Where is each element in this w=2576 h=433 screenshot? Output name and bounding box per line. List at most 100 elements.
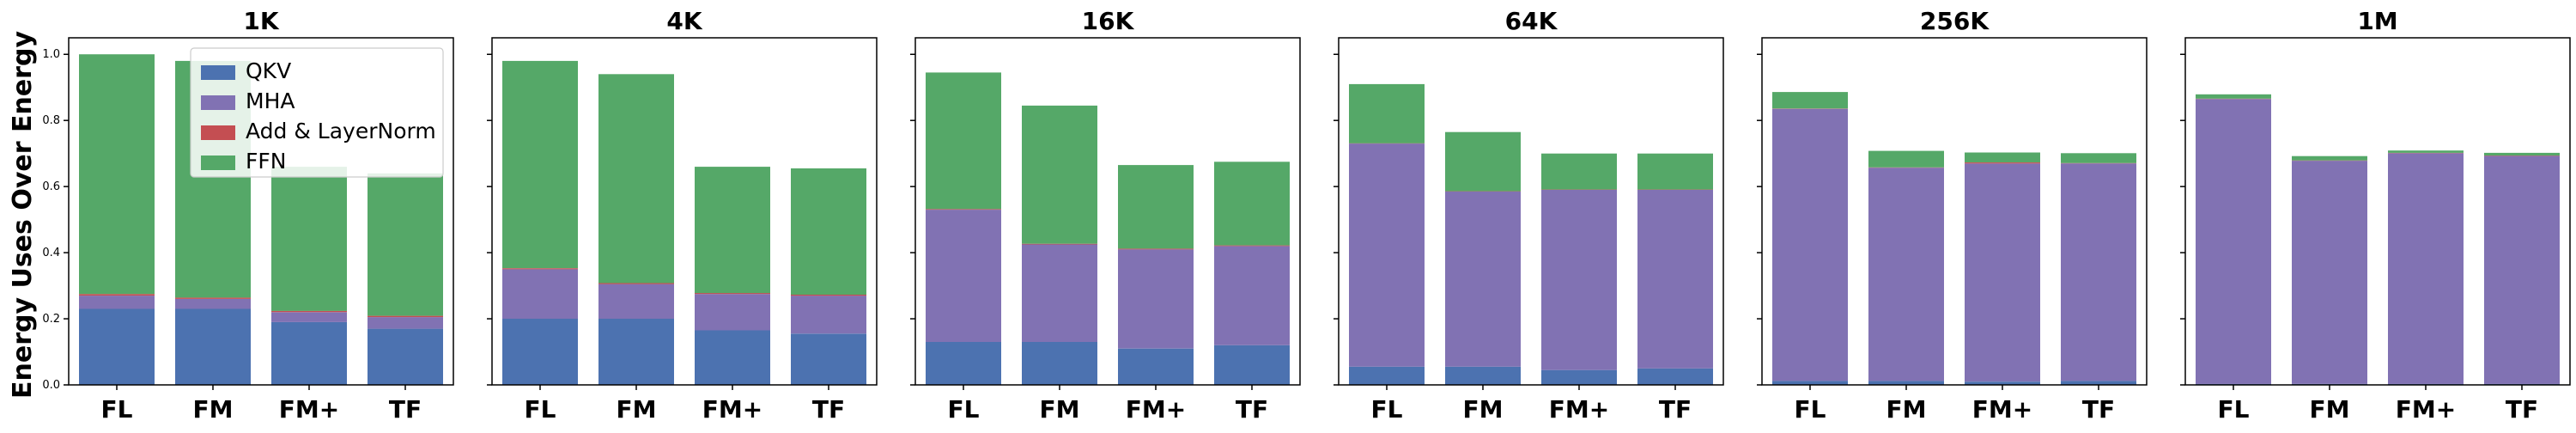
y-tick-label: 0.8 bbox=[42, 114, 60, 127]
x-tick-label: TF bbox=[812, 395, 845, 424]
y-tick-label: 0.2 bbox=[42, 313, 60, 326]
legend-swatch bbox=[201, 156, 235, 170]
x-tick-label: TF bbox=[1659, 395, 1692, 424]
bar-segment bbox=[1022, 245, 1097, 343]
y-tick-label: 1.0 bbox=[42, 48, 60, 61]
bar-segment bbox=[368, 316, 443, 318]
bar-segment bbox=[1965, 163, 2040, 381]
bar-segment bbox=[695, 167, 770, 293]
legend-swatch bbox=[201, 95, 235, 110]
x-tick-label: FM+ bbox=[2396, 395, 2456, 424]
x-tick-label: FL bbox=[525, 395, 556, 424]
bar-segment bbox=[1541, 154, 1617, 190]
bar-segment bbox=[175, 299, 251, 309]
bar-segment bbox=[1541, 370, 1617, 385]
bar-segment bbox=[1349, 367, 1425, 385]
bar-segment bbox=[1214, 345, 1290, 385]
bar-segment bbox=[1349, 143, 1425, 367]
bar-segment bbox=[1349, 84, 1425, 143]
bar-segment bbox=[1022, 342, 1097, 385]
x-tick-label: TF bbox=[2506, 395, 2538, 424]
bar-segment bbox=[1214, 162, 1290, 245]
bar-segment bbox=[598, 284, 674, 319]
legend-swatch bbox=[201, 65, 235, 80]
legend-label: QKV bbox=[246, 58, 291, 83]
bar-segment bbox=[1965, 162, 2040, 163]
bar-segment bbox=[1214, 246, 1290, 247]
bar-segment bbox=[2388, 150, 2464, 153]
bar-segment bbox=[1637, 154, 1713, 190]
x-tick-label: FM+ bbox=[1549, 395, 1609, 424]
bar-segment bbox=[2061, 163, 2136, 381]
x-tick-label: FM bbox=[2310, 395, 2350, 424]
x-tick-label: FM bbox=[617, 395, 657, 424]
bar-segment bbox=[1022, 106, 1097, 244]
bar-segment bbox=[1868, 151, 1944, 168]
chart-panel: FL FM FM+ TF 1M bbox=[2180, 7, 2570, 424]
bar-segment bbox=[1214, 246, 1290, 345]
x-tick-label: FL bbox=[1795, 395, 1826, 424]
bar-segment bbox=[368, 174, 443, 316]
panel-title: 256K bbox=[1920, 7, 1990, 35]
bar-segment bbox=[1445, 132, 1521, 192]
bar-segment bbox=[1118, 249, 1194, 250]
bar-segment bbox=[1637, 369, 1713, 385]
legend-label: FFN bbox=[246, 149, 286, 174]
panel-title: 16K bbox=[1082, 7, 1135, 35]
bar-segment bbox=[1445, 192, 1521, 367]
bar-segment bbox=[1022, 244, 1097, 245]
panel-title: 1M bbox=[2357, 7, 2397, 35]
bar-segment bbox=[1118, 249, 1194, 348]
bar-segment bbox=[271, 312, 347, 322]
bar-segment bbox=[1868, 168, 1944, 381]
x-tick-label: FM+ bbox=[1126, 395, 1186, 424]
x-tick-label: TF bbox=[389, 395, 422, 424]
bar-segment bbox=[79, 54, 155, 294]
bar-segment bbox=[598, 319, 674, 385]
bar-segment bbox=[271, 167, 347, 311]
bar-segment bbox=[502, 269, 578, 319]
x-tick-label: FM bbox=[193, 395, 234, 424]
x-tick-label: FM bbox=[1040, 395, 1080, 424]
bar-segment bbox=[2061, 153, 2136, 163]
bar-segment bbox=[791, 295, 866, 296]
bar-segment bbox=[271, 311, 347, 313]
bar-segment bbox=[1965, 153, 2040, 163]
bar-segment bbox=[2388, 153, 2464, 384]
bar-segment bbox=[175, 297, 251, 299]
bar-segment bbox=[1118, 165, 1194, 248]
panel-title: 4K bbox=[666, 7, 702, 35]
bar-segment bbox=[2196, 95, 2271, 99]
bar-segment bbox=[502, 319, 578, 385]
bar-segment bbox=[926, 210, 1001, 342]
bar-segment bbox=[2484, 156, 2560, 384]
bar-segment bbox=[695, 294, 770, 330]
x-tick-label: FL bbox=[2218, 395, 2250, 424]
bar-segment bbox=[502, 268, 578, 269]
bar-segment bbox=[368, 317, 443, 329]
bar-segment bbox=[1637, 190, 1713, 369]
bar-segment bbox=[502, 61, 578, 268]
x-tick-label: FM+ bbox=[279, 395, 339, 424]
x-tick-label: FM+ bbox=[1972, 395, 2032, 424]
bar-segment bbox=[695, 293, 770, 294]
bar-segment bbox=[598, 74, 674, 283]
panel-title: 64K bbox=[1505, 7, 1558, 35]
bar-segment bbox=[926, 342, 1001, 385]
y-axis-label: Energy Uses Over Energy bbox=[8, 31, 38, 399]
x-tick-label: FL bbox=[101, 395, 133, 424]
bar-segment bbox=[695, 331, 770, 386]
bar-segment bbox=[2292, 156, 2367, 161]
bar-segment bbox=[1445, 367, 1521, 385]
legend-label: MHA bbox=[246, 88, 295, 113]
bar-segment bbox=[79, 294, 155, 296]
bar-segment bbox=[791, 168, 866, 295]
bar-segment bbox=[791, 296, 866, 333]
legend-swatch bbox=[201, 125, 235, 140]
